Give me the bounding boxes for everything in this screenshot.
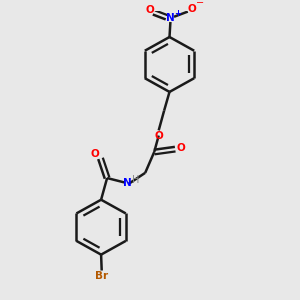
Text: −: − [196, 0, 204, 8]
Text: N: N [166, 13, 175, 23]
Text: O: O [187, 4, 196, 14]
Text: O: O [90, 149, 99, 159]
Text: H: H [132, 176, 139, 185]
Text: O: O [176, 143, 185, 153]
Text: +: + [174, 9, 182, 18]
Text: N: N [123, 178, 132, 188]
Text: O: O [146, 4, 155, 15]
Text: Br: Br [95, 271, 109, 281]
Text: O: O [154, 130, 163, 141]
